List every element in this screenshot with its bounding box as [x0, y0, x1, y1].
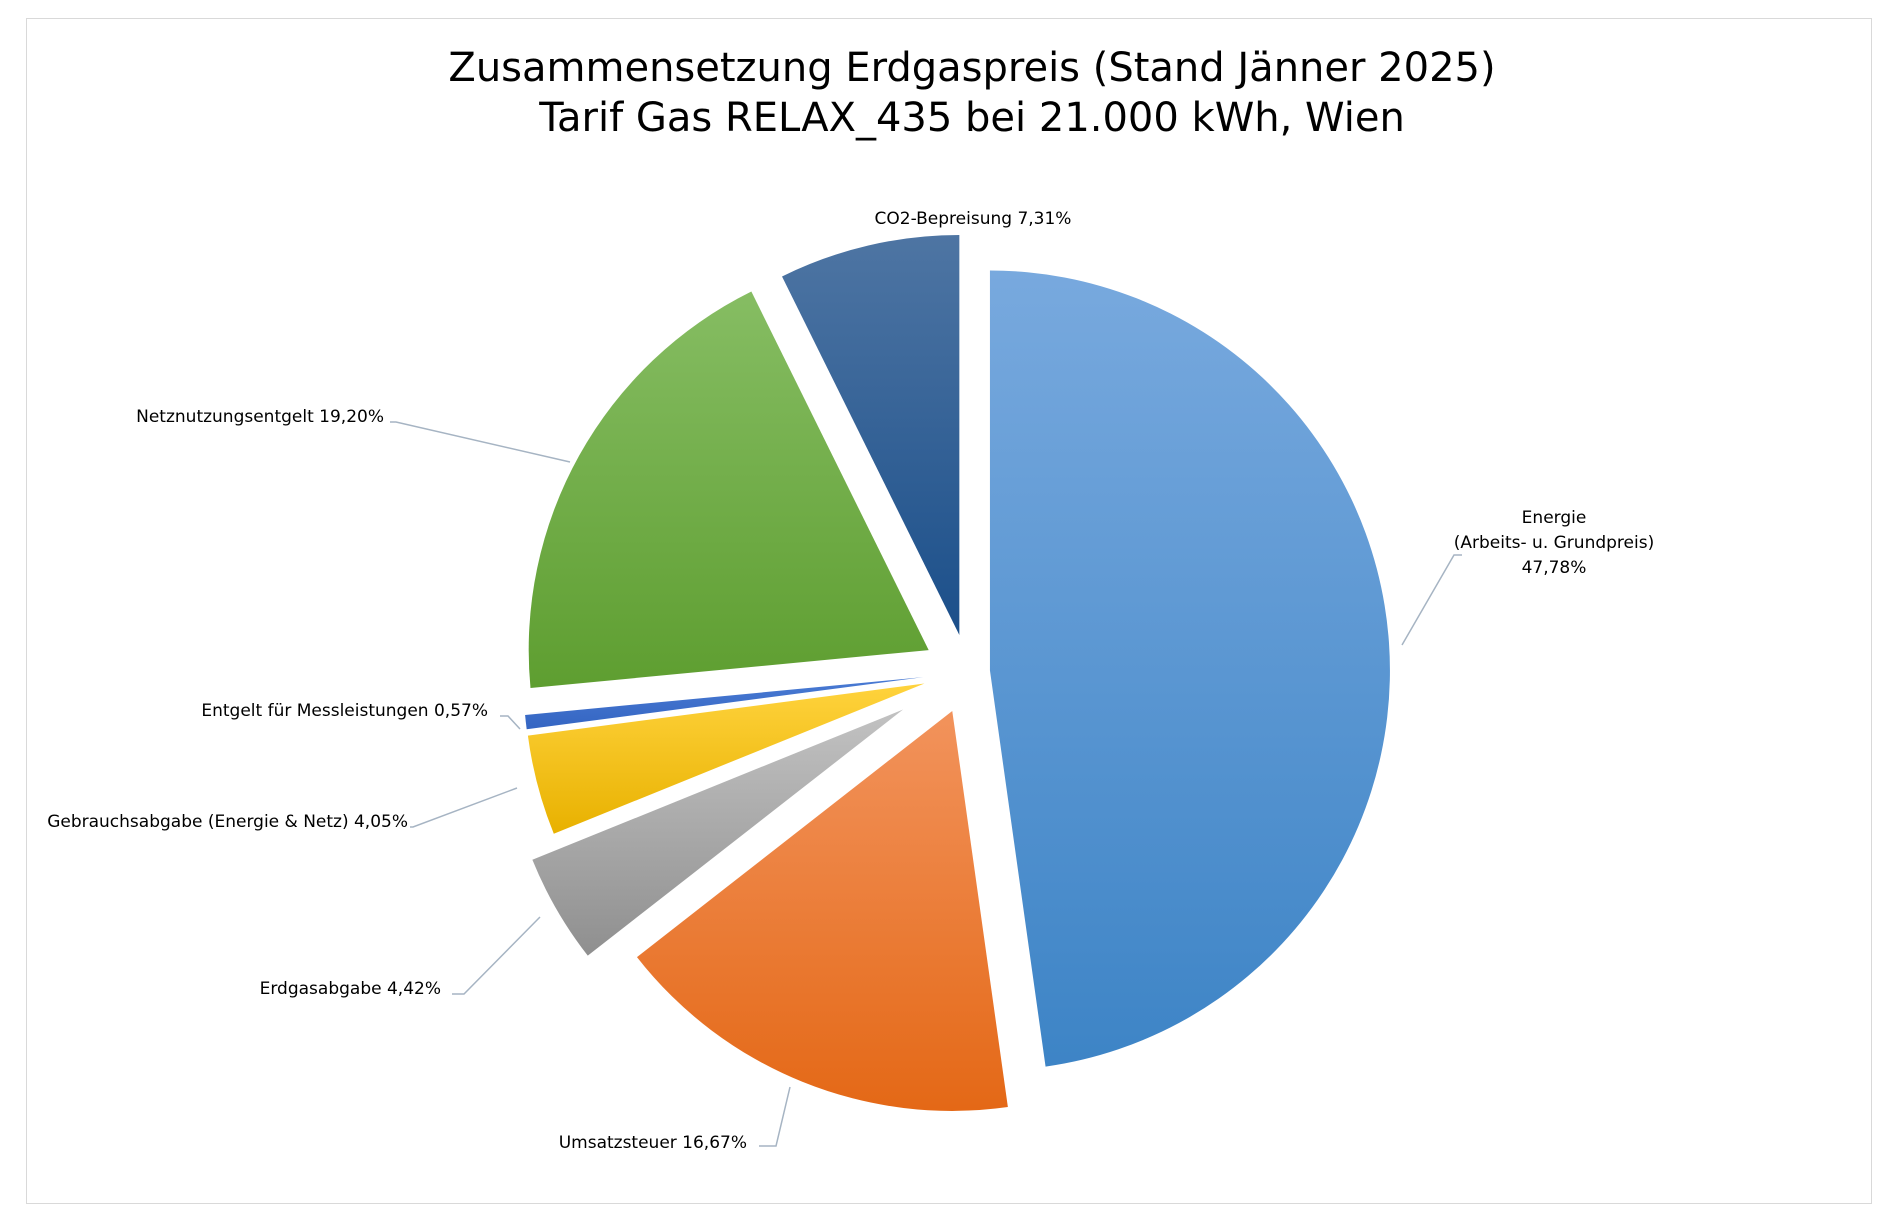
slice-label-line: Energie — [1522, 508, 1587, 528]
leader-line-1 — [1401, 554, 1462, 646]
slice-label-line: Netznutzungsentgelt 19,20% — [136, 407, 384, 427]
slice-label-line: (Arbeits- u. Grundpreis) — [1454, 533, 1654, 553]
leader-line-5 — [500, 715, 521, 730]
pie-slice-7 — [782, 234, 960, 635]
slice-label-line: Erdgasabgabe 4,42% — [260, 979, 441, 999]
slice-label-1: Energie (Arbeits- u. Grundpreis) 47,78% — [1454, 508, 1654, 578]
leader-line-3 — [452, 916, 541, 995]
chart-title-line-2: Tarif Gas RELAX_435 bei 21.000 kWh, Wien — [538, 95, 1405, 141]
leader-line-2 — [759, 1086, 791, 1147]
slice-label-line: Entgelt für Messleistungen 0,57% — [201, 701, 488, 721]
leader-line-4 — [410, 787, 518, 828]
leader-lines — [390, 421, 1462, 1147]
slice-label-7: CO2-Bepreisung 7,31% — [875, 209, 1072, 229]
pie-slices — [525, 234, 1390, 1111]
slice-label-line: 47,78% — [1522, 558, 1587, 578]
slice-label-3: Erdgasabgabe 4,42% — [260, 979, 441, 999]
slice-label-4: Gebrauchsabgabe (Energie & Netz) 4,05% — [47, 812, 408, 832]
slice-label-line: CO2-Bepreisung 7,31% — [875, 209, 1072, 229]
slice-label-2: Umsatzsteuer 16,67% — [559, 1133, 747, 1153]
slice-labels: Energie (Arbeits- u. Grundpreis) 47,78% Ums… — [47, 209, 1654, 1153]
leader-line-6 — [390, 421, 571, 463]
slice-label-6: Netznutzungsentgelt 19,20% — [136, 407, 384, 427]
slice-label-line: Gebrauchsabgabe (Energie & Netz) 4,05% — [47, 812, 408, 832]
pie-slice-6 — [528, 291, 929, 688]
pie-slice-5 — [525, 677, 924, 730]
pie-slice-3 — [532, 709, 904, 956]
pie-slice-2 — [636, 710, 1008, 1111]
slice-label-5: Entgelt für Messleistungen 0,57% — [201, 701, 488, 721]
pie-slice-1 — [989, 270, 1390, 1067]
chart-title-line-1: Zusammensetzung Erdgaspreis (Stand Jänne… — [448, 45, 1495, 91]
pie-slice-4 — [527, 683, 925, 834]
slice-label-line: Umsatzsteuer 16,67% — [559, 1133, 747, 1153]
